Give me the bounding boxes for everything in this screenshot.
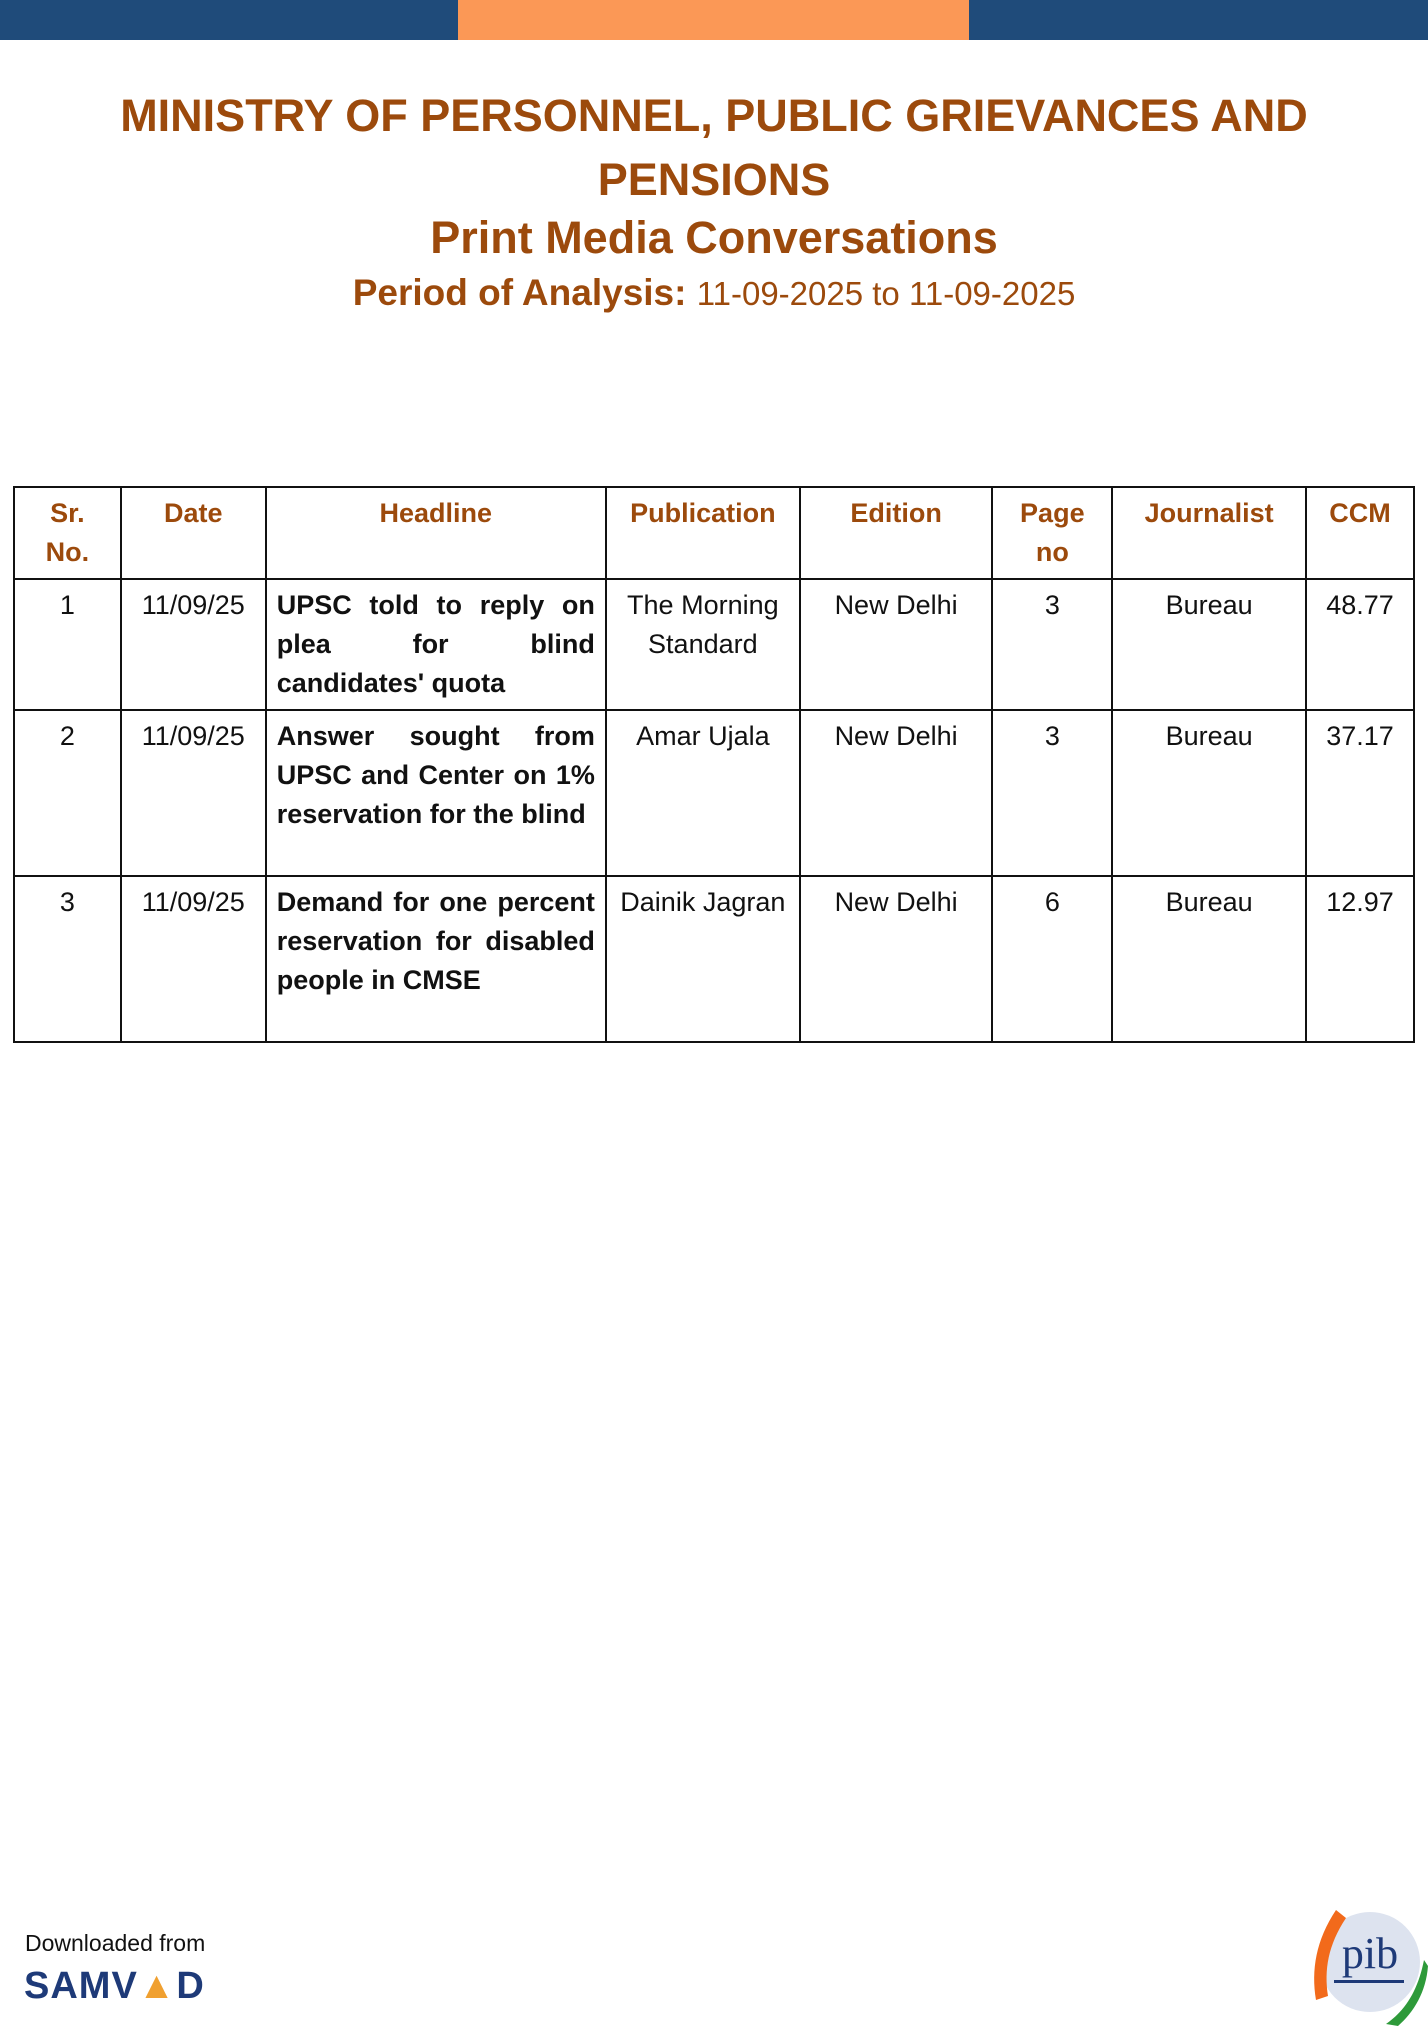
table-header-row: Sr. No. Date Headline Publication Editio… xyxy=(13,486,1415,580)
col-header-headline: Headline xyxy=(264,486,607,580)
report-title: Print Media Conversations xyxy=(430,212,998,263)
cell-sr: 2 xyxy=(13,709,122,877)
table-row: 3 11/09/25 Demand for one percent reserv… xyxy=(13,875,1415,1043)
table-row: 1 11/09/25 UPSC told to reply on plea fo… xyxy=(13,578,1415,711)
cell-sr: 1 xyxy=(13,578,122,711)
cell-edition: New Delhi xyxy=(798,709,994,877)
top-band-center xyxy=(458,0,969,40)
cell-headline: Demand for one percent reservation for d… xyxy=(264,875,607,1043)
cell-publication: Dainik Jagran xyxy=(604,875,801,1043)
cell-date: 11/09/25 xyxy=(119,709,267,877)
cell-ccm: 12.97 xyxy=(1305,875,1415,1043)
cell-ccm: 37.17 xyxy=(1305,709,1415,877)
period-value: 11-09-2025 to 11-09-2025 xyxy=(696,275,1076,312)
cell-edition: New Delhi xyxy=(798,875,994,1043)
pib-logo: pib xyxy=(1314,1910,1428,2026)
cell-date: 11/09/25 xyxy=(119,578,267,711)
pib-logo-rule xyxy=(1334,1980,1404,1983)
col-header-sr: Sr. No. xyxy=(13,486,122,580)
cell-headline: UPSC told to reply on plea for blind can… xyxy=(264,578,607,711)
period-of-analysis: Period of Analysis: 11-09-2025 to 11-09-… xyxy=(0,272,1428,314)
period-label: Period of Analysis: xyxy=(352,272,687,313)
cell-sr: 3 xyxy=(13,875,122,1043)
top-band-right xyxy=(969,0,1428,40)
col-header-date: Date xyxy=(119,486,267,580)
cell-page: 3 xyxy=(991,578,1114,711)
cell-ccm: 48.77 xyxy=(1305,578,1415,711)
cell-page: 3 xyxy=(991,709,1114,877)
ministry-title: MINISTRY OF PERSONNEL, PUBLIC GRIEVANCES… xyxy=(120,90,1308,205)
cell-publication: The Morning Standard xyxy=(604,578,801,711)
pib-logo-wheel xyxy=(1320,1912,1420,2012)
cell-headline: Answer sought from UPSC and Center on 1%… xyxy=(264,709,607,877)
media-table: Sr. No. Date Headline Publication Editio… xyxy=(13,486,1415,1043)
cell-journalist: Bureau xyxy=(1111,709,1308,877)
col-header-ccm: CCM xyxy=(1305,486,1415,580)
downloaded-from-label: Downloaded from xyxy=(25,1930,206,1956)
cell-journalist: Bureau xyxy=(1111,875,1308,1043)
col-header-journalist: Journalist xyxy=(1111,486,1308,580)
cell-publication: Amar Ujala xyxy=(604,709,801,877)
col-header-page: Page no xyxy=(991,486,1114,580)
pib-logo-text: pib xyxy=(1342,1929,1398,1978)
cell-edition: New Delhi xyxy=(798,578,994,711)
pib-logo-saffron xyxy=(1314,1910,1346,2000)
cell-page: 6 xyxy=(991,875,1114,1043)
col-header-publication: Publication xyxy=(604,486,801,580)
top-band-left xyxy=(0,0,458,40)
table-row: 2 11/09/25 Answer sought from UPSC and C… xyxy=(13,709,1415,877)
cell-date: 11/09/25 xyxy=(119,875,267,1043)
samvad-logo: SAMV▲D xyxy=(24,1965,205,2007)
cell-journalist: Bureau xyxy=(1111,578,1308,711)
pib-logo-green xyxy=(1386,1960,1428,2026)
col-header-edition: Edition xyxy=(798,486,994,580)
